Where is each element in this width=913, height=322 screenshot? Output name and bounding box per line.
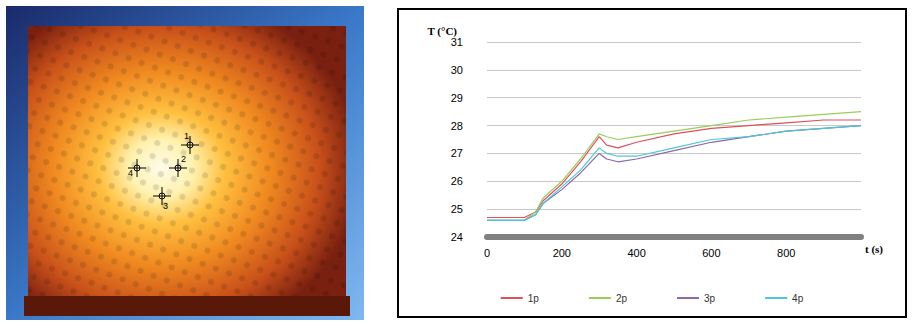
- svg-text:T (°C): T (°C): [427, 25, 457, 38]
- svg-text:25: 25: [451, 203, 463, 215]
- svg-text:4: 4: [128, 168, 133, 178]
- svg-text:28: 28: [451, 120, 463, 132]
- svg-text:3p: 3p: [704, 293, 716, 304]
- svg-text:2: 2: [181, 154, 186, 164]
- svg-text:600: 600: [702, 247, 720, 259]
- svg-text:1: 1: [184, 131, 189, 141]
- svg-text:800: 800: [777, 247, 795, 259]
- svg-text:30: 30: [451, 64, 463, 76]
- svg-text:3: 3: [163, 201, 168, 211]
- svg-text:26: 26: [451, 175, 463, 187]
- svg-text:400: 400: [627, 247, 645, 259]
- svg-text:31: 31: [451, 36, 463, 48]
- svg-text:2p: 2p: [616, 293, 628, 304]
- svg-text:1p: 1p: [528, 293, 540, 304]
- svg-text:27: 27: [451, 147, 463, 159]
- svg-text:24: 24: [451, 231, 463, 243]
- svg-text:t (s): t (s): [865, 243, 883, 256]
- svg-text:29: 29: [451, 92, 463, 104]
- svg-text:4p: 4p: [792, 293, 804, 304]
- svg-text:0: 0: [484, 247, 490, 259]
- svg-text:200: 200: [553, 247, 571, 259]
